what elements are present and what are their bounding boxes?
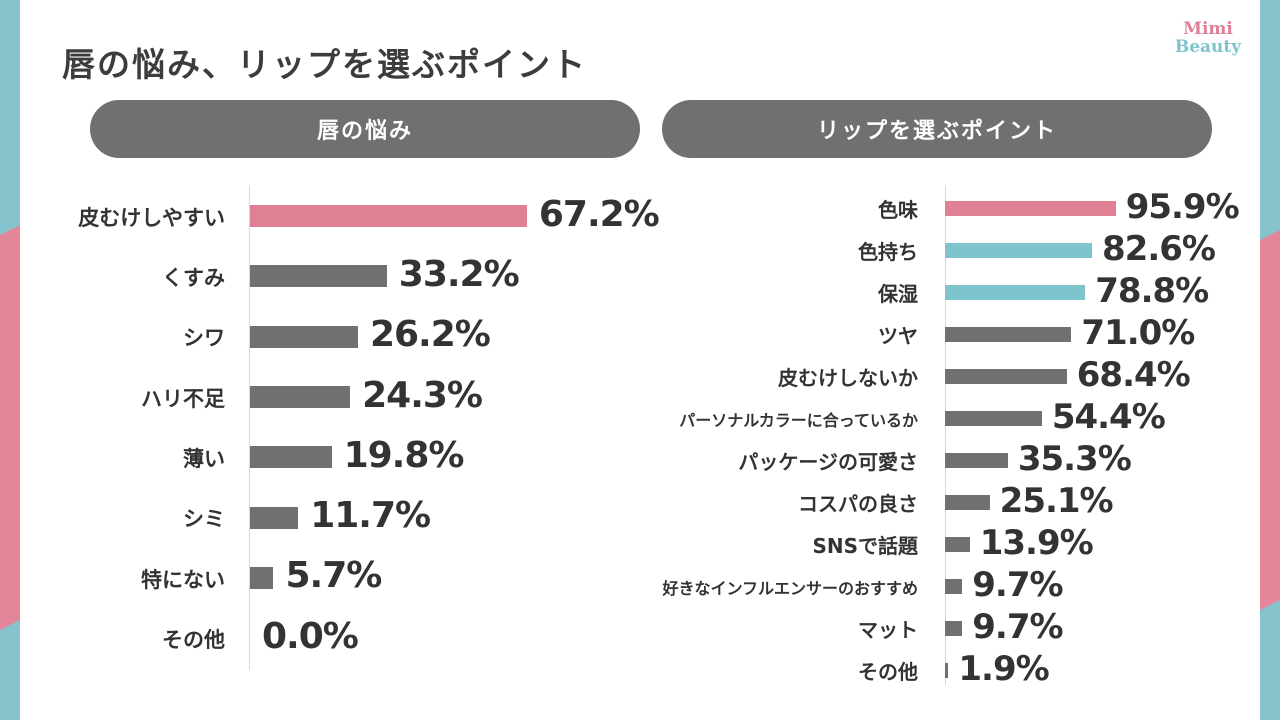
value-label: 24.3%: [362, 374, 483, 416]
right-pink-stripe: [1260, 230, 1280, 610]
bar: [945, 578, 963, 594]
right-chart-axis: [945, 185, 946, 685]
category-label: 色味: [878, 198, 918, 223]
value-label: 78.8%: [1095, 270, 1209, 311]
bar: [945, 620, 963, 636]
value-label: 9.7%: [972, 564, 1063, 605]
category-label: コスパの良さ: [798, 492, 918, 517]
right-chart-title: リップを選ぶポイント: [662, 100, 1212, 158]
left-chart-title: 唇の悩み: [90, 100, 640, 158]
category-label: 保湿: [878, 282, 918, 307]
value-label: 0.0%: [262, 615, 359, 657]
bar: [250, 325, 358, 348]
value-label: 71.0%: [1081, 312, 1195, 353]
bar: [945, 200, 1116, 216]
value-label: 11.7%: [310, 495, 431, 537]
bar: [945, 368, 1067, 384]
category-label: ツヤ: [878, 324, 918, 349]
category-label: マット: [858, 618, 918, 643]
logo-line-1: Mimi: [1183, 19, 1233, 39]
logo-line-2: Beauty: [1174, 37, 1242, 57]
value-label: 19.8%: [343, 434, 465, 476]
category-label: その他: [162, 627, 225, 652]
category-label: その他: [858, 660, 918, 685]
category-label: 色持ち: [858, 240, 918, 265]
left-pink-stripe: [0, 225, 20, 630]
bar: [945, 662, 949, 678]
category-label: 特にない: [141, 567, 225, 592]
value-label: 67.2%: [538, 193, 660, 235]
category-label: パッケージの可愛さ: [738, 450, 918, 475]
bar: [945, 284, 1086, 300]
value-label: 68.4%: [1076, 354, 1191, 395]
category-label: ハリ不足: [141, 386, 225, 411]
value-label: 5.7%: [285, 555, 382, 597]
value-label: 82.6%: [1102, 228, 1216, 269]
bar: [945, 410, 1042, 426]
value-label: 13.9%: [979, 522, 1094, 563]
bar: [250, 566, 274, 589]
bar: [945, 536, 970, 552]
bar: [250, 205, 527, 227]
value-label: 25.1%: [999, 480, 1114, 521]
category-label: 皮むけしやすい: [78, 205, 225, 230]
bar: [250, 265, 387, 288]
category-label: 皮むけしないか: [778, 366, 918, 391]
value-label: 54.4%: [1051, 396, 1166, 437]
value-label: 95.9%: [1125, 186, 1240, 227]
value-label: 33.2%: [398, 253, 520, 295]
category-label: SNSで話題: [812, 534, 918, 559]
brand-logo: Mimi Beauty: [1166, 20, 1250, 56]
bar: [945, 242, 1093, 258]
bar: [250, 506, 299, 529]
category-label: シミ: [183, 507, 225, 532]
bar: [945, 452, 1008, 468]
value-label: 26.2%: [369, 314, 491, 356]
bar: [945, 494, 990, 510]
category-label: シワ: [183, 326, 225, 351]
page-title: 唇の悩み、リップを選ぶポイント: [62, 45, 587, 84]
bar: [945, 326, 1072, 342]
left-chart-axis: [249, 185, 250, 670]
value-label: 1.9%: [958, 648, 1049, 689]
bar: [250, 446, 332, 469]
value-label: 9.7%: [972, 606, 1063, 647]
category-label: パーソナルカラーに合っているか: [679, 411, 918, 431]
value-label: 35.3%: [1017, 438, 1132, 479]
category-label: 薄い: [183, 446, 225, 471]
category-label: くすみ: [162, 266, 225, 291]
category-label: 好きなインフルエンサーのおすすめ: [662, 579, 918, 599]
bar: [250, 385, 351, 408]
